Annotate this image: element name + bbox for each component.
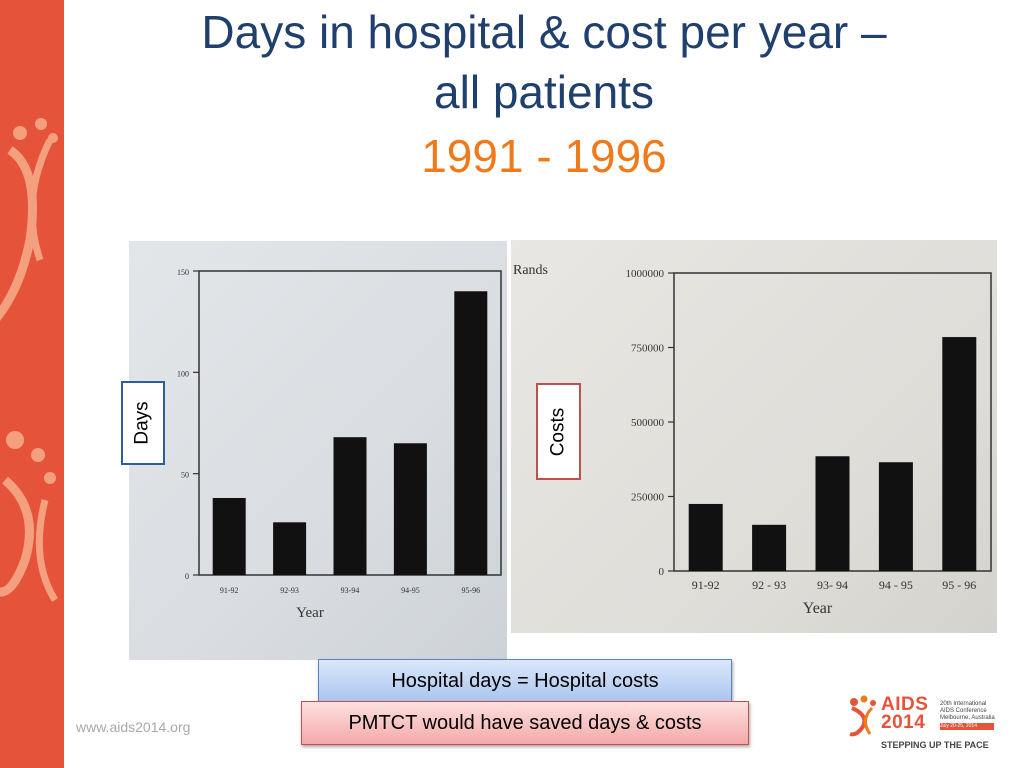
costs-ytick-label: 750000 (631, 343, 665, 355)
days-ytick-label: 150 (177, 268, 189, 277)
costs-callout-text: Costs (547, 407, 569, 456)
logo-conference-line2: AIDS Conference (940, 708, 987, 714)
costs-bar (752, 524, 787, 571)
costs-xtick-label: 93- 94 (817, 578, 848, 592)
costs-y-axis-title: Rands (513, 263, 548, 278)
logo-conference-line1: 20th International (940, 701, 987, 707)
days-ytick-label: 50 (181, 471, 189, 480)
days-bar (333, 437, 367, 575)
ribbon-logo-icon (849, 695, 876, 737)
days-x-axis-title: Year (296, 605, 324, 621)
days-bar (273, 522, 307, 575)
costs-bar-chart: 0 250000 500000 750000 1000000 91-92 92 - 93 93… (513, 263, 992, 617)
costs-bar (878, 462, 913, 571)
days-bar-chart: 0 50 100 150 91-92 92-93 93-94 94-95 95-96 Year (177, 268, 502, 621)
conference-logo: AIDS 2014 20th International AIDS Confer… (844, 692, 1000, 754)
days-xtick-label: 91-92 (220, 586, 239, 595)
days-bar (454, 291, 488, 575)
costs-xtick-label: 91-92 (692, 578, 720, 592)
logo-place: Melbourne, Australia (940, 715, 995, 721)
costs-ytick-label: 0 (659, 566, 665, 578)
logo-name: AIDS (881, 694, 929, 715)
slide-title-block: Days in hospital & cost per year – all p… (64, 0, 1024, 186)
costs-bar (942, 337, 977, 571)
costs-chart-photo: 0 250000 500000 750000 1000000 91-92 92 - 93 93… (511, 240, 997, 633)
ribbon-figures-graphic (0, 118, 58, 602)
slide-title-line2: all patients (434, 66, 654, 118)
logo-tagline: STEPPING UP THE PACE (881, 740, 989, 750)
footer-url: www.aids2014.org (76, 719, 191, 735)
costs-ytick-label: 1000000 (626, 268, 665, 280)
logo-year: 2014 (881, 712, 926, 733)
costs-bar (688, 503, 723, 571)
costs-xtick-label: 92 - 93 (752, 578, 786, 592)
decorative-side-band (0, 0, 64, 768)
days-callout-text: Days (132, 401, 154, 445)
pmtct-savings-note: PMTCT would have saved days & costs (301, 701, 749, 745)
days-xtick-label: 94-95 (401, 586, 420, 595)
costs-x-axis-title: Year (803, 600, 833, 617)
costs-xtick-label: 95 - 96 (942, 578, 976, 592)
days-chart-photo: 0 50 100 150 91-92 92-93 93-94 94-95 95-96 Year (129, 241, 507, 660)
costs-xtick-label: 94 - 95 (879, 578, 913, 592)
costs-bar (815, 456, 850, 571)
costs-ytick-label: 500000 (631, 417, 665, 429)
costs-axis-callout: Costs (536, 383, 581, 480)
days-axis-callout: Days (121, 381, 165, 465)
days-xtick-label: 93-94 (341, 586, 360, 595)
costs-ytick-label: 250000 (631, 492, 665, 504)
days-ytick-label: 0 (185, 572, 189, 581)
days-bar (212, 497, 246, 575)
days-xtick-label: 95-96 (461, 586, 480, 595)
days-bar (393, 443, 427, 575)
slide-title-line1: Days in hospital & cost per year – (201, 6, 887, 58)
hospital-days-note: Hospital days = Hospital costs (318, 659, 732, 704)
slide-subtitle-years: 1991 - 1996 (421, 130, 667, 182)
days-ytick-label: 100 (177, 369, 189, 378)
days-xtick-label: 92-93 (280, 586, 299, 595)
logo-dates: July 20-25, 2014 (940, 723, 994, 730)
